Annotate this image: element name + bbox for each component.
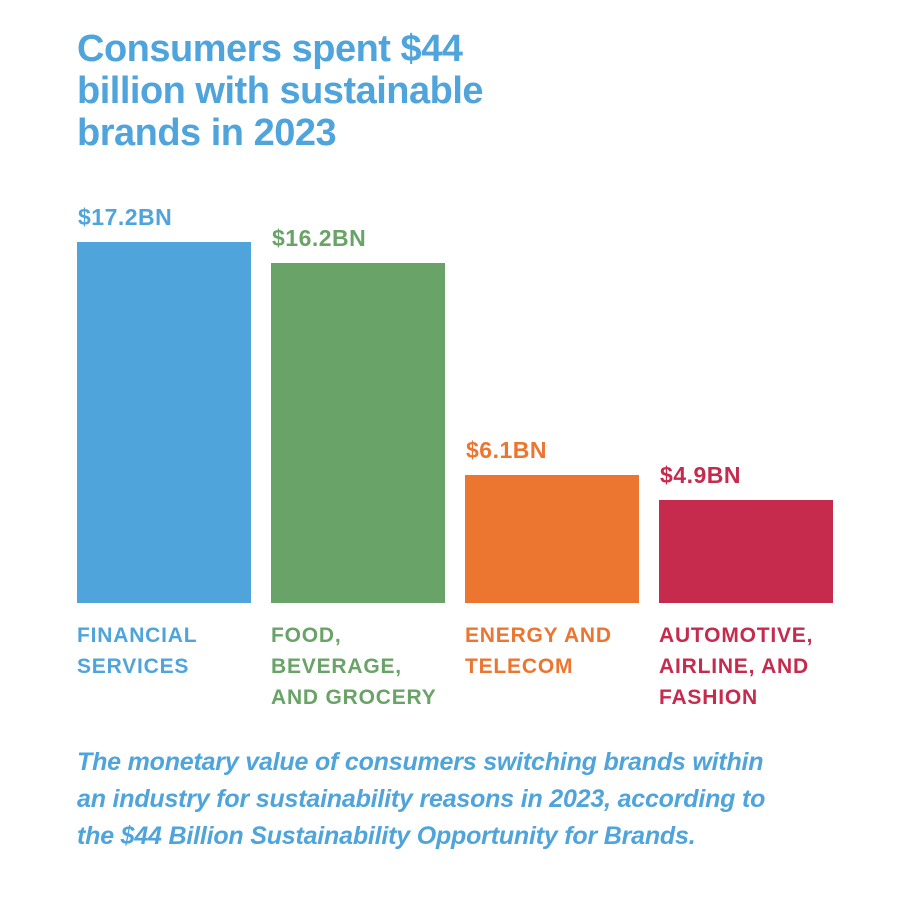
bar-chart: $17.2BN $16.2BN $6.1BN $4.9BN FINANCIAL …: [77, 200, 833, 713]
bar: [77, 242, 251, 603]
category-label-energy-telecom: ENERGY AND TELECOM: [465, 624, 612, 678]
category-label-food-beverage-grocery: FOOD, BEVERAGE, AND GROCERY: [271, 624, 437, 709]
bar-value-label: $4.9BN: [660, 462, 741, 488]
bar-group-energy-telecom: $6.1BN: [465, 437, 639, 603]
chart-title: Consumers spent $44 billion with sustain…: [77, 28, 484, 154]
bars-row: $17.2BN $16.2BN $6.1BN $4.9BN: [77, 200, 833, 603]
category-label-automotive-airline-fashion: AUTOMOTIVE, AIRLINE, AND FASHION: [659, 624, 814, 709]
bar-value-label: $17.2BN: [78, 204, 173, 230]
footnote: The monetary value of consumers switchin…: [77, 748, 766, 850]
bar-group-financial-services: $17.2BN: [77, 204, 251, 603]
bar-group-food-beverage-grocery: $16.2BN: [271, 225, 445, 603]
bar-value-label: $6.1BN: [466, 437, 547, 463]
bar: [465, 475, 639, 603]
bar: [271, 263, 445, 603]
bar-value-label: $16.2BN: [272, 225, 367, 251]
bar: [659, 500, 833, 603]
category-label-financial-services: FINANCIAL SERVICES: [77, 624, 198, 678]
bar-group-automotive-airline-fashion: $4.9BN: [659, 462, 833, 603]
category-labels-row: FINANCIAL SERVICES FOOD, BEVERAGE, AND G…: [77, 620, 833, 713]
